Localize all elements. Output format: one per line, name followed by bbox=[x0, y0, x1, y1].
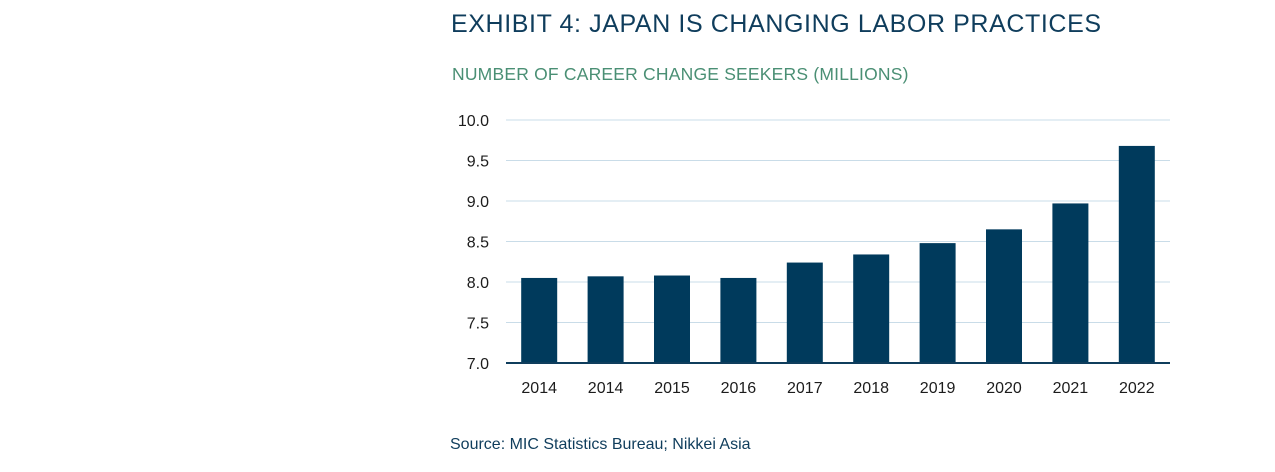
x-tick-label: 2014 bbox=[521, 380, 557, 397]
x-tick-label: 2020 bbox=[986, 380, 1022, 397]
chart-subtitle: NUMBER OF CAREER CHANGE SEEKERS (MILLION… bbox=[452, 64, 909, 84]
y-tick-label: 9.0 bbox=[467, 194, 489, 211]
x-tick-label: 2021 bbox=[1053, 380, 1089, 397]
bar bbox=[986, 229, 1022, 363]
bar bbox=[853, 254, 890, 363]
source-note: Source: MIC Statistics Bureau; Nikkei As… bbox=[450, 436, 751, 453]
x-tick-label: 2014 bbox=[588, 380, 624, 397]
bar bbox=[1052, 203, 1089, 363]
y-tick-label: 7.5 bbox=[467, 316, 489, 333]
bar bbox=[720, 277, 757, 363]
bar bbox=[654, 275, 690, 363]
x-tick-label: 2017 bbox=[787, 380, 823, 397]
y-tick-label: 10.0 bbox=[458, 113, 489, 130]
y-tick-label: 9.5 bbox=[467, 154, 489, 171]
x-tick-label: 2018 bbox=[853, 380, 889, 397]
x-tick-label: 2015 bbox=[654, 380, 690, 397]
bar bbox=[786, 262, 823, 363]
y-tick-label: 7.0 bbox=[467, 356, 489, 373]
y-tick-label: 8.5 bbox=[467, 235, 489, 252]
bar bbox=[1118, 145, 1155, 363]
bar bbox=[587, 276, 624, 363]
bar bbox=[521, 277, 558, 363]
x-tick-label: 2019 bbox=[920, 380, 956, 397]
x-tick-label: 2016 bbox=[721, 380, 757, 397]
x-tick-label: 2022 bbox=[1119, 380, 1155, 397]
bar bbox=[919, 243, 956, 363]
y-tick-label: 8.0 bbox=[467, 275, 489, 292]
chart-title: EXHIBIT 4: JAPAN IS CHANGING LABOR PRACT… bbox=[451, 10, 1102, 38]
